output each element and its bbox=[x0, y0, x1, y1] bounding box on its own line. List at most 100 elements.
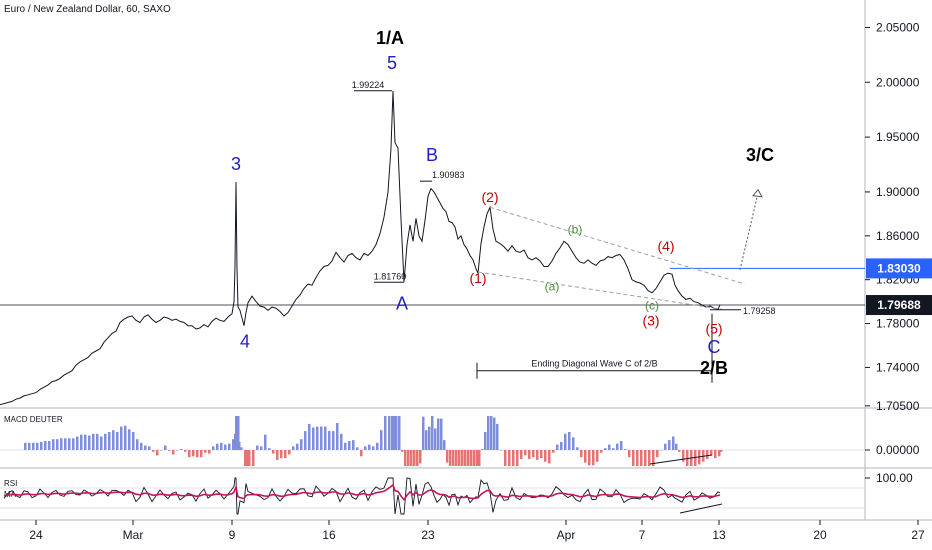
macd-bar bbox=[180, 449, 183, 450]
macd-bar bbox=[675, 443, 678, 450]
macd-bar bbox=[272, 450, 275, 454]
macd-bar bbox=[612, 448, 615, 450]
macd-bar bbox=[24, 442, 27, 450]
macd-bar bbox=[216, 443, 219, 450]
wave-label: 4 bbox=[240, 332, 250, 352]
macd-bar bbox=[156, 450, 159, 456]
macd-bar bbox=[36, 442, 39, 450]
macd-bar bbox=[28, 442, 31, 450]
projection-arrowhead-icon bbox=[752, 188, 763, 198]
macd-bar bbox=[224, 444, 227, 450]
svg-text:1.79688: 1.79688 bbox=[877, 298, 921, 312]
rsi-ma-line bbox=[3, 483, 721, 501]
wave-label: A bbox=[396, 293, 408, 313]
macd-bar bbox=[244, 450, 247, 466]
macd-bar bbox=[248, 450, 251, 466]
macd-bar bbox=[384, 416, 387, 450]
macd-bar bbox=[148, 446, 151, 450]
macd-bar bbox=[132, 432, 135, 450]
macd-bar bbox=[664, 443, 667, 450]
macd-bar bbox=[532, 450, 535, 458]
price-series-line bbox=[0, 90, 721, 406]
wave-label: (c) bbox=[645, 298, 659, 312]
macd-bar bbox=[636, 450, 639, 466]
macd-bar bbox=[484, 432, 487, 450]
rsi-divergence-line[interactable] bbox=[679, 503, 723, 514]
macd-bar bbox=[458, 450, 461, 466]
macd-bar bbox=[391, 416, 394, 450]
macd-bar bbox=[710, 450, 713, 456]
macd-bar bbox=[407, 450, 410, 466]
time-tick-label: 24 bbox=[29, 528, 43, 542]
macd-bar bbox=[644, 450, 647, 466]
macd-bar bbox=[446, 450, 449, 463]
macd-bar bbox=[508, 450, 511, 466]
macd-divergence-line[interactable] bbox=[649, 454, 713, 465]
diagonal-upper-line[interactable] bbox=[489, 206, 746, 285]
macd-bar bbox=[168, 450, 171, 451]
macd-bar bbox=[240, 447, 243, 450]
macd-bar bbox=[434, 428, 437, 450]
price-axis[interactable]: 2.050002.000001.950001.900001.860001.820… bbox=[865, 20, 920, 413]
macd-bar bbox=[268, 448, 271, 450]
macd-bar bbox=[592, 450, 595, 466]
macd-bar bbox=[694, 450, 697, 466]
ending-diagonal-annotation[interactable]: Ending Diagonal Wave C of 2/B bbox=[476, 313, 713, 383]
wave-label: 3/C bbox=[746, 145, 774, 165]
price-tick-label: 1.86000 bbox=[876, 229, 920, 243]
macd-bar bbox=[368, 444, 371, 450]
macd-bar bbox=[564, 433, 567, 450]
macd-bar bbox=[76, 436, 79, 450]
macd-bar bbox=[473, 450, 476, 466]
macd-bar bbox=[706, 450, 709, 459]
macd-bar bbox=[481, 449, 484, 450]
macd-tick-zero: 0.00000 bbox=[876, 443, 920, 457]
macd-bar bbox=[246, 450, 249, 466]
macd-bar bbox=[478, 450, 481, 466]
macd-bar bbox=[340, 433, 343, 450]
macd-bar bbox=[112, 430, 115, 450]
macd-bar bbox=[500, 450, 503, 451]
macd-bar bbox=[352, 440, 355, 450]
macd-bar bbox=[490, 416, 493, 450]
macd-bar bbox=[44, 441, 47, 450]
price-annotations: 1.99224 1.90983 1.81760 1.79258 bbox=[352, 80, 776, 316]
macd-bar bbox=[452, 450, 455, 466]
macd-bar bbox=[360, 450, 363, 457]
projection-arrow-line[interactable] bbox=[739, 197, 758, 270]
time-axis[interactable]: 24 Mar 9 16 23 Apr 7 13 20 27 bbox=[29, 520, 925, 542]
macd-bar bbox=[96, 433, 99, 450]
macd-bar bbox=[656, 450, 659, 458]
macd-bar bbox=[237, 416, 240, 450]
macd-bar bbox=[164, 445, 167, 450]
macd-bar bbox=[308, 423, 311, 450]
macd-bar bbox=[413, 450, 416, 466]
macd-bar bbox=[576, 447, 579, 450]
macd-bar bbox=[328, 431, 331, 450]
macd-bar bbox=[720, 450, 723, 452]
macd-bar bbox=[628, 450, 631, 458]
macd-bar bbox=[344, 442, 347, 450]
time-tick-label: 27 bbox=[911, 528, 925, 542]
macd-bar bbox=[72, 438, 75, 450]
macd-bar bbox=[678, 450, 681, 452]
macd-bar bbox=[516, 450, 519, 466]
wave-label: 1/A bbox=[376, 28, 404, 48]
macd-bar bbox=[580, 450, 583, 458]
time-tick-label: 20 bbox=[813, 528, 827, 542]
macd-bar bbox=[124, 425, 127, 450]
macd-bar bbox=[252, 450, 255, 466]
macd-bar bbox=[428, 426, 431, 450]
macd-bar bbox=[410, 450, 413, 466]
macd-bar bbox=[604, 448, 607, 450]
wave-label: 2/B bbox=[700, 358, 728, 378]
macd-bar bbox=[380, 430, 383, 450]
macd-bar bbox=[128, 429, 131, 450]
macd-bar bbox=[393, 416, 396, 450]
macd-bar bbox=[668, 440, 671, 450]
macd-bar bbox=[324, 426, 327, 450]
diagonal-lower-line[interactable] bbox=[477, 271, 723, 310]
wave-label: (2) bbox=[481, 189, 498, 205]
macd-bar bbox=[88, 435, 91, 450]
